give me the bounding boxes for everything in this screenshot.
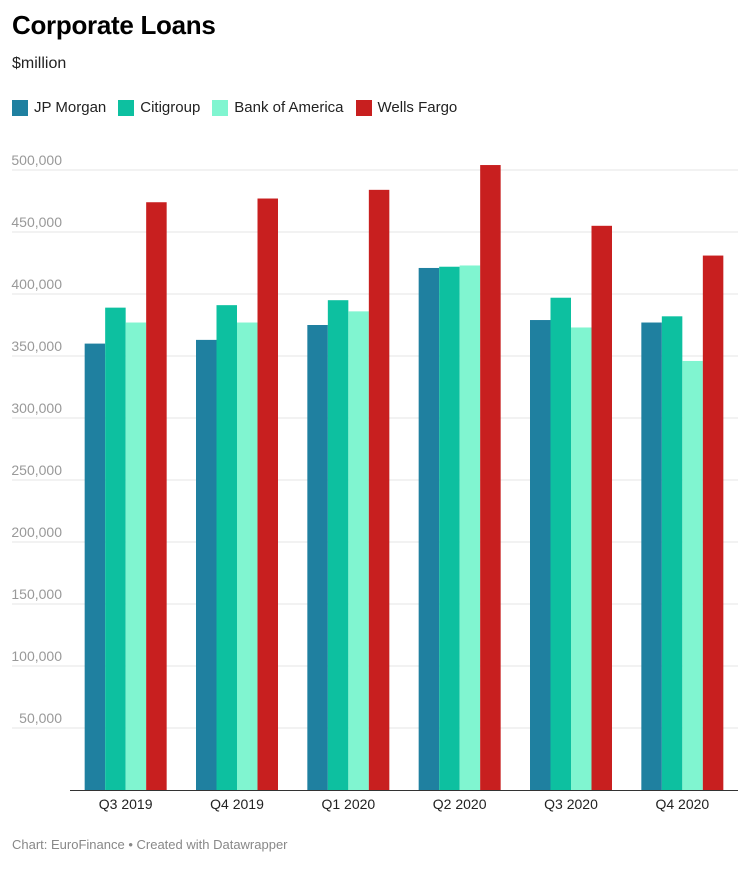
legend-item-jp-morgan: JP Morgan [12,99,106,116]
bar-bank-of-america [125,322,147,790]
legend-swatch-jp-morgan [12,99,28,116]
legend: JP Morgan Citigroup Bank of America Well… [12,99,469,116]
y-tick-label: 100,000 [11,648,62,664]
bar-wells-fargo [480,165,501,791]
bar-wells-fargo [146,202,167,791]
y-tick-label: 350,000 [11,338,62,354]
bar-citigroup [216,305,237,790]
x-tick-label: Q4 2019 [210,796,264,812]
x-tick-label: Q1 2020 [321,796,375,812]
bar-bank-of-america [348,311,369,790]
y-tick-label: 500,000 [11,152,62,168]
x-tick-label: Q3 2019 [99,796,153,812]
y-tick-label: 250,000 [11,462,62,478]
legend-label-wells-fargo: Wells Fargo [377,99,458,116]
bar-jp-morgan [418,267,440,791]
bar-bank-of-america [459,265,481,791]
legend-label-bank-of-america: Bank of America [234,99,344,116]
y-tick-label: 150,000 [11,586,62,602]
legend-item-bank-of-america: Bank of America [212,99,344,116]
bar-citigroup [327,300,349,790]
bar-citigroup [105,307,126,790]
y-tick-label: 50,000 [19,710,62,726]
y-tick-label: 300,000 [11,400,62,416]
axis-layer: 50,000 100,000 150,000 200,000 250,000 300,00… [11,152,738,812]
bar-wells-fargo [591,225,612,791]
legend-swatch-wells-fargo [355,99,372,116]
bar-jp-morgan [307,325,328,790]
chart-subtitle: $million [12,55,67,72]
bar-bank-of-america [682,360,703,790]
bar-bank-of-america [571,327,592,790]
legend-item-citigroup: Citigroup [118,99,200,116]
y-tick-label: 450,000 [11,214,62,230]
x-tick-label: Q3 2020 [544,796,598,812]
bar-jp-morgan [641,322,662,790]
bar-citigroup [550,297,571,790]
bars-layer [84,165,724,791]
x-tick-label: Q2 2020 [433,796,487,812]
bar-citigroup [661,316,683,790]
bar-bank-of-america [237,322,258,790]
bar-jp-morgan [196,339,217,790]
bar-jp-morgan [84,343,106,790]
chart-credit: Chart: EuroFinance • Created with Datawr… [12,837,288,852]
bar-jp-morgan [530,320,551,790]
legend-item-wells-fargo: Wells Fargo [355,99,458,116]
x-tick-label: Q4 2020 [655,796,709,812]
bar-wells-fargo [257,198,278,790]
legend-swatch-citigroup [118,99,135,116]
legend-label-jp-morgan: JP Morgan [34,99,107,116]
bar-wells-fargo [702,255,724,790]
bar-chart: 50,000 100,000 150,000 200,000 250,000 300,00… [11,152,738,812]
bar-citigroup [439,266,460,791]
legend-swatch-bank-of-america [212,99,229,116]
legend-label-citigroup: Citigroup [140,99,201,116]
chart-title: Corporate Loans [12,10,216,40]
y-tick-label: 400,000 [11,276,62,292]
y-tick-label: 200,000 [11,524,62,540]
bar-wells-fargo [368,189,390,791]
